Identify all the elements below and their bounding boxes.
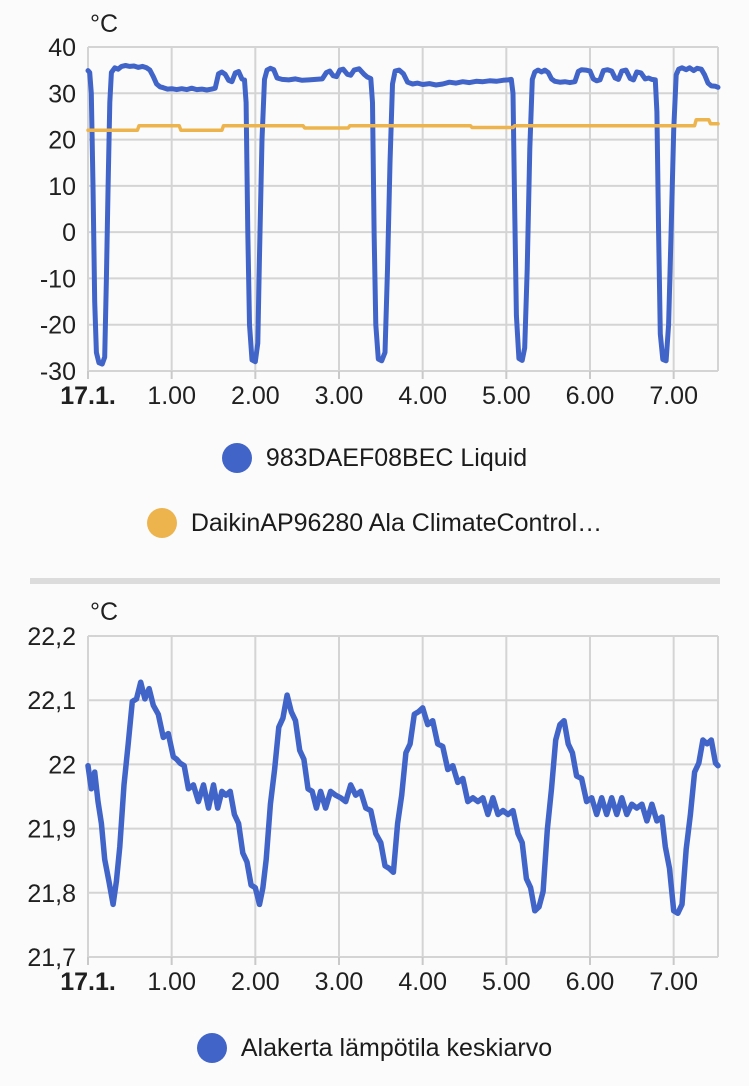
series-line-0 bbox=[85, 679, 721, 917]
y-tick-label: 20 bbox=[48, 127, 76, 155]
section-divider bbox=[30, 578, 720, 584]
y-tick-label: -10 bbox=[40, 265, 76, 293]
y-tick-label: 21,7 bbox=[27, 944, 76, 972]
x-tick-label: 1.00 bbox=[147, 968, 196, 996]
x-tick-label: 7.00 bbox=[649, 382, 698, 410]
x-tick-label: 2.00 bbox=[231, 968, 280, 996]
y-tick-label: 21,9 bbox=[27, 816, 76, 844]
y-tick-label: 40 bbox=[48, 34, 76, 62]
x-tick-label: 5.00 bbox=[482, 968, 531, 996]
legend-item-alakerta[interactable]: Alakerta lämpötila keskiarvo bbox=[0, 1031, 749, 1065]
legend-dot-icon bbox=[196, 1033, 227, 1063]
legend-dot-icon bbox=[146, 508, 177, 538]
x-tick-label: 3.00 bbox=[315, 968, 364, 996]
x-tick-label: 4.00 bbox=[398, 968, 447, 996]
x-tick-label: 1.00 bbox=[147, 382, 196, 410]
x-tick-label: 17.1. bbox=[60, 968, 116, 996]
x-tick-label: 3.00 bbox=[315, 382, 364, 410]
legend-item-liquid[interactable]: 983DAEF08BEC Liquid bbox=[0, 441, 749, 475]
upper-chart-unit-label: °C bbox=[90, 10, 119, 38]
y-tick-label: 22,2 bbox=[27, 623, 76, 651]
y-tick-label: 22,1 bbox=[27, 687, 76, 715]
x-tick-label: 4.00 bbox=[398, 382, 447, 410]
y-tick-label: 21,8 bbox=[27, 880, 76, 908]
x-tick-label: 5.00 bbox=[482, 382, 531, 410]
legend-label: 983DAEF08BEC Liquid bbox=[265, 443, 528, 472]
y-tick-label: -30 bbox=[40, 358, 76, 386]
y-tick-label: 22 bbox=[48, 751, 76, 779]
y-tick-label: -20 bbox=[40, 312, 76, 340]
y-tick-label: 30 bbox=[48, 80, 76, 108]
x-tick-label: 6.00 bbox=[566, 968, 615, 996]
legend-label: DaikinAP96280 Ala ClimateControl… bbox=[190, 508, 603, 537]
x-tick-label: 2.00 bbox=[231, 382, 280, 410]
lower-temperature-chart: 22,2 22,1 22 21,9 21,8 21,717.1. 1.00 2.00 3.00 4… bbox=[27, 623, 721, 996]
y-tick-label: 0 bbox=[62, 219, 76, 247]
x-tick-label: 17.1. bbox=[60, 382, 116, 410]
legend-item-climatecontrol[interactable]: DaikinAP96280 Ala ClimateControl… bbox=[0, 506, 749, 540]
lower-chart-unit-label: °C bbox=[90, 598, 119, 626]
x-tick-label: 6.00 bbox=[566, 382, 615, 410]
series-line-1 bbox=[86, 117, 720, 133]
legend-dot-icon bbox=[221, 443, 252, 473]
legend-label: Alakerta lämpötila keskiarvo bbox=[240, 1033, 553, 1062]
x-tick-label: 7.00 bbox=[649, 968, 698, 996]
y-tick-label: 10 bbox=[48, 173, 76, 201]
series-line-0 bbox=[85, 63, 721, 367]
